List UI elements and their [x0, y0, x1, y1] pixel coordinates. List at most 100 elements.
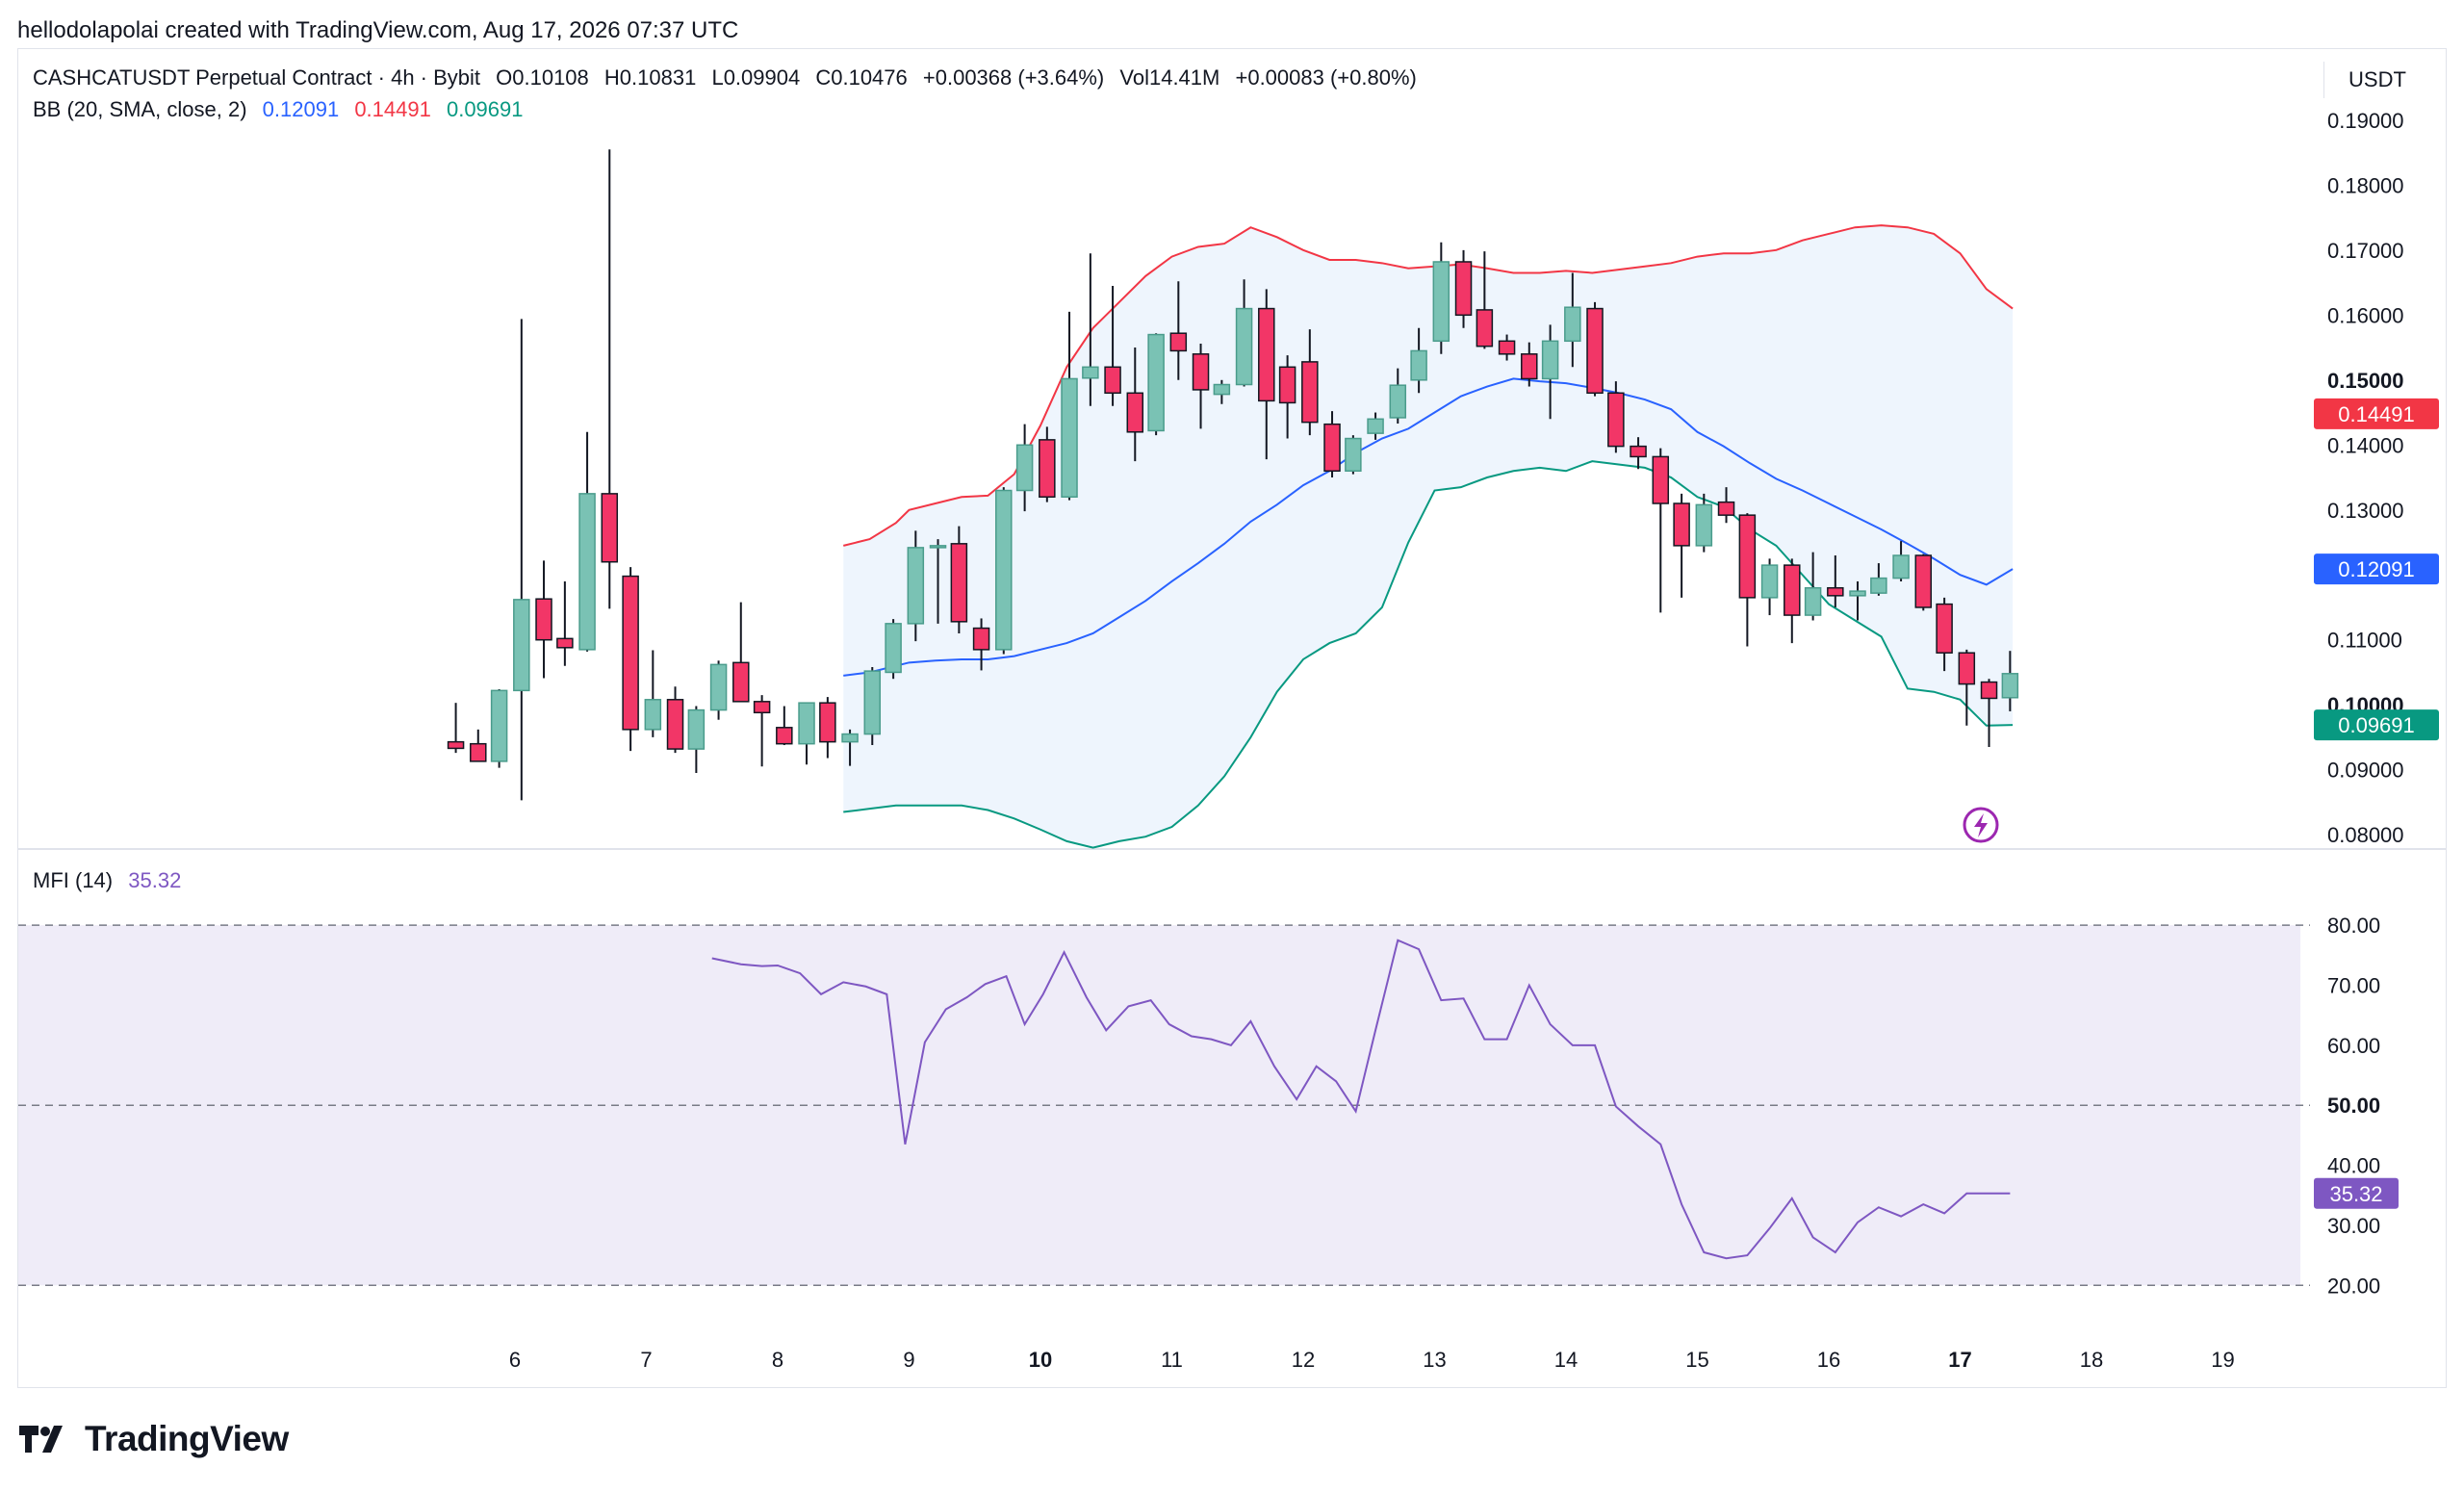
candle-17 — [819, 702, 836, 743]
candle-46 — [1454, 261, 1473, 317]
candle-54 — [1630, 445, 1647, 458]
time-tick-label: 10 — [1029, 1348, 1052, 1372]
price-tick-label: 0.17000 — [2327, 239, 2404, 263]
bb-upper-value: 0.14491 — [354, 97, 431, 121]
candle-51 — [1564, 306, 1581, 343]
candle-7 — [601, 493, 619, 563]
price-tick-label: 0.15000 — [2327, 369, 2404, 393]
candle-60 — [1760, 564, 1779, 599]
candle-66 — [1892, 554, 1910, 579]
candle-30 — [1104, 366, 1121, 395]
candle-48 — [1498, 340, 1516, 355]
candle-41 — [1345, 437, 1362, 473]
time-tick-label: 18 — [2080, 1348, 2103, 1372]
candle-28 — [1061, 377, 1078, 499]
candle-1 — [470, 742, 487, 762]
bb-label: BB (20, SMA, close, 2) — [33, 97, 247, 121]
mfi-legend[interactable]: MFI (14) 35.32 — [33, 868, 191, 893]
candle-65 — [1870, 577, 1887, 594]
candle-22 — [929, 545, 947, 549]
candle-25 — [995, 489, 1013, 651]
candle-64 — [1849, 590, 1866, 597]
candle-58 — [1717, 501, 1735, 516]
bollinger-legend[interactable]: BB (20, SMA, close, 2) 0.12091 0.14491 0… — [33, 97, 533, 122]
symbol-title[interactable]: CASHCATUSDT Perpetual Contract · 4h · By… — [33, 65, 481, 90]
candle-6 — [578, 493, 596, 651]
candle-68 — [1936, 603, 1953, 654]
bb-upper-badge-text: 0.14491 — [2338, 402, 2415, 426]
candle-53 — [1607, 392, 1625, 448]
candle-71 — [2001, 673, 2019, 699]
candle-33 — [1169, 332, 1188, 352]
mfi-tick-label: 30.00 — [2327, 1214, 2380, 1238]
time-tick-label: 7 — [640, 1348, 652, 1372]
mfi-last-badge — [2314, 1177, 2399, 1209]
lightning-icon-bolt — [1974, 813, 1988, 837]
candle-57 — [1695, 503, 1713, 547]
price-tick-label: 0.08000 — [2327, 823, 2404, 847]
tradingview-brand: TradingView — [85, 1419, 289, 1458]
candle-49 — [1521, 353, 1538, 380]
candle-18 — [841, 733, 859, 743]
candle-12 — [709, 663, 728, 711]
candle-69 — [1958, 652, 1976, 685]
candle-36 — [1235, 307, 1253, 386]
candle-23 — [950, 543, 968, 623]
tradingview-logo-icon — [19, 1426, 63, 1453]
ohlc-open: O0.10108 — [496, 65, 589, 90]
ohlc-high: H0.10831 — [603, 65, 697, 90]
candle-56 — [1673, 502, 1690, 547]
bb-basis-badge-text: 0.12091 — [2338, 557, 2415, 581]
bb-upper-badge — [2314, 398, 2439, 429]
candle-40 — [1323, 423, 1341, 473]
bb-lower-badge — [2314, 709, 2439, 741]
volume-change: +0.00083 (+0.80%) — [1235, 65, 1417, 90]
candle-31 — [1126, 392, 1144, 433]
tradingview-logo[interactable]: TradingView — [19, 1419, 289, 1459]
price-change: +0.00368 (+3.64%) — [922, 65, 1105, 90]
candle-20 — [885, 623, 902, 674]
mfi-value: 35.32 — [128, 868, 182, 892]
candle-63 — [1827, 586, 1844, 597]
candle-34 — [1192, 353, 1210, 391]
mfi-line — [711, 939, 2011, 1260]
candle-67 — [1914, 554, 1933, 608]
price-tick-label: 0.09000 — [2327, 759, 2404, 783]
currency-unit-button[interactable]: USDT — [2323, 62, 2430, 98]
ohlc-low: L0.09904 — [711, 65, 801, 90]
time-tick-label: 15 — [1685, 1348, 1708, 1372]
mfi-tick-label: 20.00 — [2327, 1274, 2380, 1298]
price-tick-label: 0.19000 — [2327, 109, 2404, 133]
price-tick-label: 0.16000 — [2327, 303, 2404, 327]
candle-70 — [1980, 681, 1998, 700]
chart-container — [17, 48, 2447, 1388]
time-tick-label: 8 — [772, 1348, 783, 1372]
time-tick-label: 14 — [1554, 1348, 1578, 1372]
price-tick-label: 0.14000 — [2327, 433, 2404, 457]
candle-27 — [1039, 439, 1056, 499]
candle-38 — [1278, 366, 1296, 404]
time-tick-label: 11 — [1161, 1348, 1183, 1372]
price-pane — [447, 149, 2019, 849]
price-tick-label: 0.13000 — [2327, 499, 2404, 523]
price-tick-label: 0.18000 — [2327, 173, 2404, 197]
candle-24 — [972, 627, 990, 651]
candle-44 — [1410, 349, 1427, 381]
candle-3 — [513, 599, 530, 692]
candle-59 — [1738, 514, 1757, 599]
bb-lower-badge-text: 0.09691 — [2338, 713, 2415, 737]
candle-9 — [644, 699, 662, 731]
time-tick-label: 9 — [903, 1348, 914, 1372]
mfi-tick-label: 80.00 — [2327, 914, 2380, 938]
candle-39 — [1301, 361, 1319, 424]
candle-4 — [535, 598, 552, 641]
candle-21 — [907, 547, 925, 625]
price-tick-label: 0.11000 — [2327, 629, 2402, 653]
chart-credit: hellodolapolai created with TradingView.… — [17, 17, 739, 43]
time-tick-label: 12 — [1292, 1348, 1315, 1372]
candle-19 — [863, 670, 882, 735]
candle-5 — [556, 637, 574, 649]
candle-16 — [798, 702, 815, 745]
candle-43 — [1389, 384, 1407, 419]
